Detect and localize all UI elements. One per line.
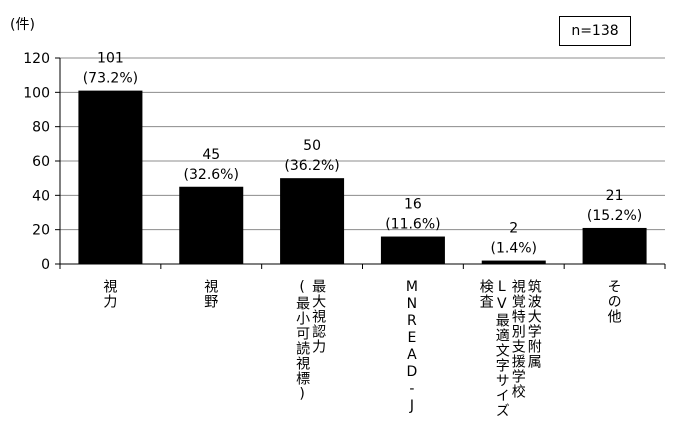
y-tick-label: 40 [32, 188, 50, 204]
bar [481, 260, 546, 264]
sample-size-box: n=138 [559, 16, 631, 46]
x-category-label-line: 視力 [101, 279, 118, 309]
bar [179, 186, 244, 264]
x-category-label-line: (最小可読視標) [294, 279, 311, 403]
y-tick-label: 0 [41, 257, 50, 273]
data-label-value: 45 [202, 147, 220, 163]
y-tick-label: 60 [32, 154, 50, 170]
y-tick-label: 120 [23, 51, 50, 67]
data-label-percent: (32.6%) [184, 167, 239, 183]
data-label-percent: (15.2%) [587, 208, 642, 224]
x-category-label: その他 [605, 279, 622, 324]
x-category-label: 筑波大学附属 視覚特別支援学校 LV最適文字サイズ 検査 [477, 279, 542, 418]
x-category-label: MNREAD-J [403, 279, 420, 415]
x-category-label-line: LV最適文字サイズ [493, 279, 510, 418]
data-label-value: 16 [404, 197, 422, 213]
y-tick-label: 80 [32, 120, 50, 136]
y-tick-label: 20 [32, 223, 50, 239]
x-category-label-line: 検査 [477, 279, 494, 309]
data-label-value: 50 [303, 138, 321, 154]
x-category-label: 最大視認力 (最小可読視標) [294, 279, 327, 403]
data-label-percent: (1.4%) [491, 241, 538, 257]
data-label-value: 21 [606, 188, 624, 204]
x-category-label-line: 筑波大学附属 [525, 279, 542, 369]
data-label-percent: (73.2%) [83, 71, 138, 87]
x-category-label: 視野 [202, 279, 219, 309]
x-category-label-line: その他 [605, 279, 622, 324]
y-unit-label: (件) [10, 17, 35, 33]
x-category-label-line: 視覚特別支援学校 [509, 279, 526, 399]
bar [280, 178, 345, 264]
x-category-label: 視力 [101, 279, 118, 309]
x-category-label-line: 最大視認力 [310, 279, 327, 354]
bar [78, 90, 143, 264]
data-label-percent: (11.6%) [385, 217, 440, 233]
x-category-label-line: 視野 [202, 279, 219, 309]
bar [380, 236, 445, 264]
data-label-value: 2 [509, 221, 518, 237]
y-tick-label: 100 [23, 85, 50, 101]
x-category-label-line: MNREAD-J [403, 279, 420, 415]
bar [582, 227, 647, 264]
data-label-percent: (36.2%) [284, 158, 339, 174]
data-label-value: 101 [97, 51, 124, 67]
